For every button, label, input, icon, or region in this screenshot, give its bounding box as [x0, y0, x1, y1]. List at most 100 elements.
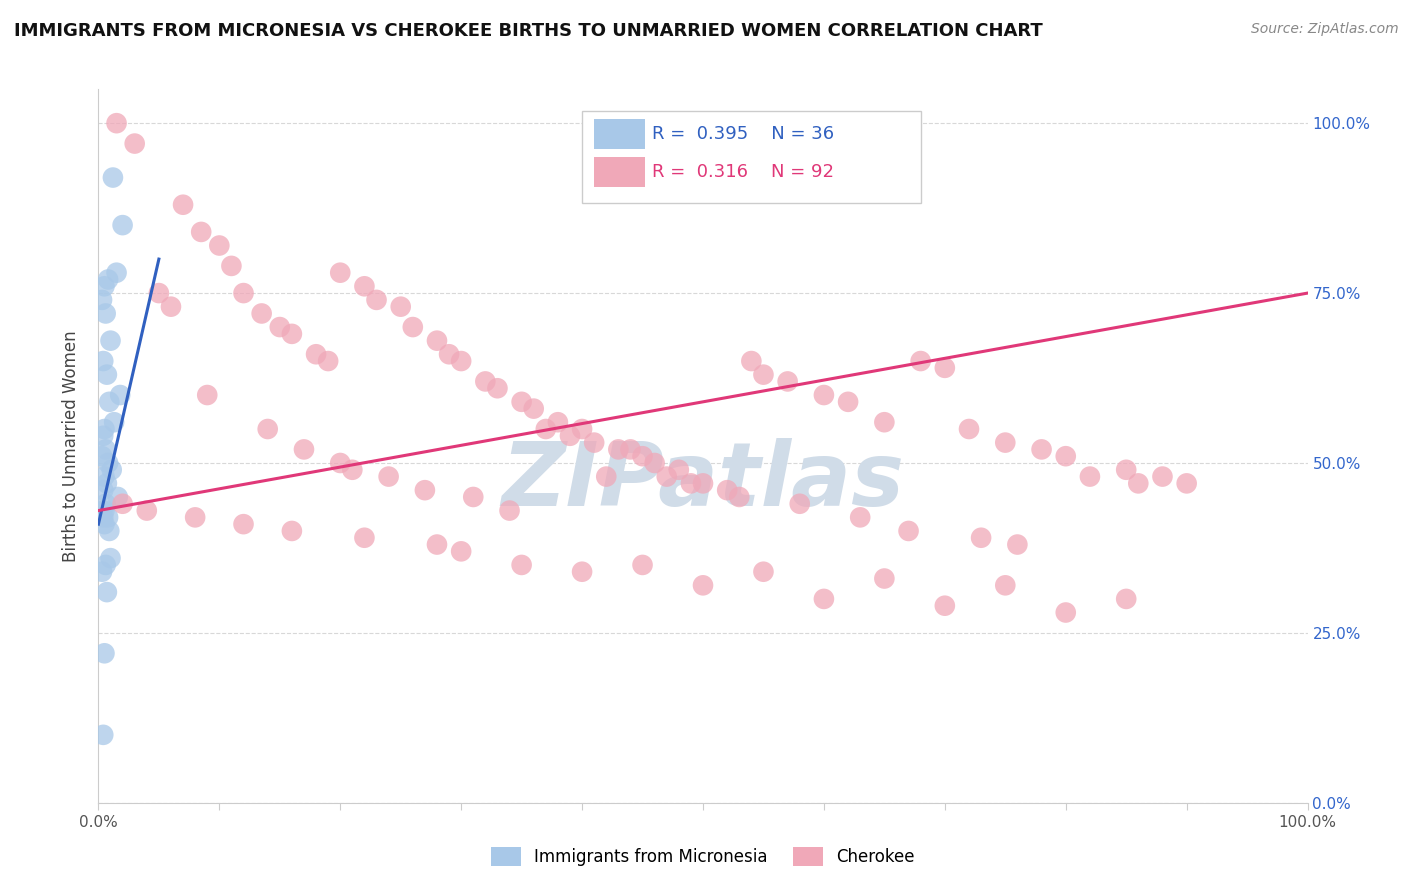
Point: [1152, 469, 1174, 483]
Point: [389, 300, 412, 314]
Point: [873, 415, 896, 429]
Point: [1078, 469, 1101, 483]
Point: [644, 456, 666, 470]
Point: [190, 225, 212, 239]
Point: [281, 326, 304, 341]
Point: [450, 354, 472, 368]
Point: [100, 334, 122, 348]
Point: [93, 279, 115, 293]
Point: [96, 368, 118, 382]
Point: [437, 347, 460, 361]
Point: [184, 510, 207, 524]
Text: Source: ZipAtlas.com: Source: ZipAtlas.com: [1251, 22, 1399, 37]
Point: [353, 279, 375, 293]
Point: [1031, 442, 1053, 457]
Point: [316, 354, 339, 368]
Point: [91, 293, 114, 307]
Point: [93, 503, 115, 517]
Point: [716, 483, 738, 498]
Point: [105, 266, 128, 280]
Point: [474, 375, 496, 389]
Point: [250, 306, 273, 320]
Point: [160, 300, 183, 314]
Point: [91, 483, 114, 498]
Point: [93, 469, 115, 483]
Point: [547, 415, 569, 429]
Point: [813, 591, 835, 606]
Point: [1128, 476, 1150, 491]
Point: [208, 238, 231, 252]
Point: [426, 334, 449, 348]
Point: [221, 259, 243, 273]
Point: [97, 510, 120, 524]
Point: [655, 469, 678, 483]
Point: [305, 347, 328, 361]
Point: [232, 286, 254, 301]
Point: [135, 503, 157, 517]
Point: [486, 381, 509, 395]
Point: [91, 503, 114, 517]
Point: [1054, 449, 1077, 463]
Text: IMMIGRANTS FROM MICRONESIA VS CHEROKEE BIRTHS TO UNMARRIED WOMEN CORRELATION CHA: IMMIGRANTS FROM MICRONESIA VS CHEROKEE B…: [14, 22, 1043, 40]
Point: [94, 306, 117, 320]
Point: [897, 524, 920, 538]
Point: [523, 401, 546, 416]
Point: [994, 435, 1017, 450]
Point: [100, 463, 122, 477]
Point: [93, 517, 115, 532]
Point: [631, 449, 654, 463]
Point: [91, 565, 114, 579]
Point: [172, 198, 194, 212]
Point: [100, 551, 122, 566]
Point: [108, 388, 131, 402]
Point: [111, 218, 134, 232]
Point: [269, 320, 291, 334]
Point: [426, 537, 449, 551]
Point: [98, 394, 121, 409]
Point: [148, 286, 170, 301]
Point: [111, 497, 134, 511]
Point: [607, 442, 630, 457]
Point: [105, 116, 128, 130]
Point: [413, 483, 436, 498]
Point: [91, 728, 114, 742]
Point: [98, 524, 121, 538]
Point: [934, 360, 956, 375]
Point: [377, 469, 399, 483]
Legend: Immigrants from Micronesia, Cherokee: Immigrants from Micronesia, Cherokee: [485, 840, 921, 873]
Point: [957, 422, 980, 436]
Point: [91, 354, 114, 368]
Point: [124, 136, 146, 151]
Point: [91, 510, 114, 524]
Point: [619, 442, 641, 457]
Point: [103, 415, 125, 429]
Point: [91, 449, 114, 463]
Point: [450, 544, 472, 558]
Point: [558, 429, 581, 443]
Point: [1115, 463, 1137, 477]
Point: [353, 531, 375, 545]
Text: R =  0.316    N = 92: R = 0.316 N = 92: [652, 163, 834, 181]
Point: [571, 565, 593, 579]
Point: [366, 293, 388, 307]
Point: [402, 320, 425, 334]
Point: [631, 558, 654, 572]
Point: [910, 354, 932, 368]
Point: [679, 476, 702, 491]
Point: [94, 442, 117, 457]
Point: [256, 422, 278, 436]
Point: [934, 599, 956, 613]
Point: [970, 531, 993, 545]
FancyBboxPatch shape: [595, 157, 645, 187]
Point: [994, 578, 1017, 592]
Point: [281, 524, 304, 538]
Point: [1054, 606, 1077, 620]
Point: [789, 497, 811, 511]
Point: [97, 456, 120, 470]
Point: [692, 476, 714, 491]
Point: [342, 463, 364, 477]
Point: [510, 394, 533, 409]
Point: [232, 517, 254, 532]
Point: [668, 463, 690, 477]
Point: [1175, 476, 1198, 491]
